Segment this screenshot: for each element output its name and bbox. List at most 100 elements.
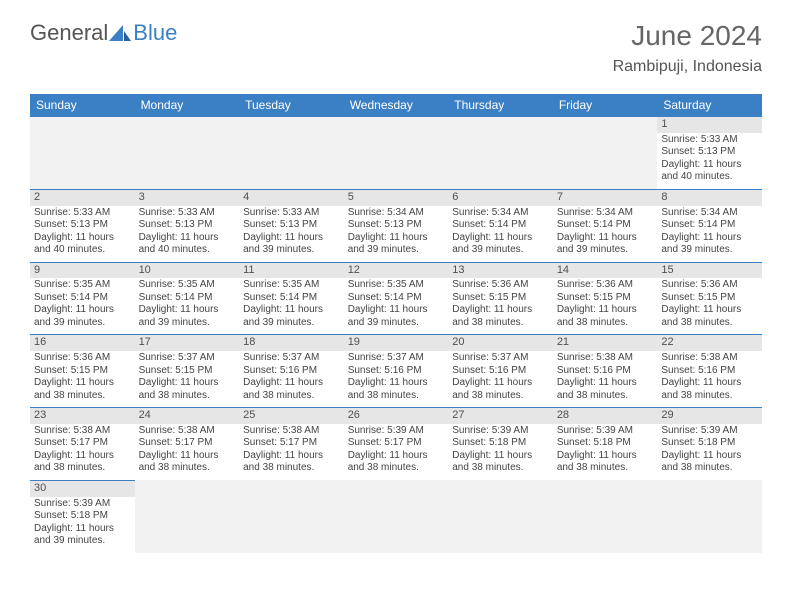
day-detail-cell: Sunrise: 5:38 AMSunset: 5:17 PMDaylight:… — [135, 424, 240, 481]
daylight-text: Daylight: 11 hours and 38 minutes. — [557, 450, 654, 475]
sunset-text: Sunset: 5:13 PM — [661, 146, 758, 159]
daylight-text: Daylight: 11 hours and 40 minutes. — [661, 159, 758, 184]
sunset-text: Sunset: 5:14 PM — [34, 292, 131, 305]
detail-row: Sunrise: 5:33 AMSunset: 5:13 PMDaylight:… — [30, 206, 762, 263]
day-number-cell — [448, 117, 553, 133]
day-detail-cell — [135, 133, 240, 190]
daylight-text: Daylight: 11 hours and 40 minutes. — [139, 232, 236, 257]
day-detail-cell: Sunrise: 5:38 AMSunset: 5:17 PMDaylight:… — [239, 424, 344, 481]
sunrise-text: Sunrise: 5:38 AM — [34, 425, 131, 438]
sunrise-text: Sunrise: 5:36 AM — [661, 279, 758, 292]
day-number-cell: 11 — [239, 262, 344, 278]
sunrise-text: Sunrise: 5:34 AM — [348, 207, 445, 220]
daylight-text: Daylight: 11 hours and 38 minutes. — [139, 377, 236, 402]
day-detail-cell — [657, 497, 762, 553]
title-block: June 2024 Rambipuji, Indonesia — [613, 20, 762, 76]
weekday-header: Saturday — [657, 94, 762, 117]
day-number-cell: 17 — [135, 335, 240, 351]
day-number-cell — [553, 117, 658, 133]
day-detail-cell — [239, 497, 344, 553]
day-detail-cell: Sunrise: 5:34 AMSunset: 5:14 PMDaylight:… — [657, 206, 762, 263]
sunrise-text: Sunrise: 5:38 AM — [661, 352, 758, 365]
daylight-text: Daylight: 11 hours and 38 minutes. — [452, 377, 549, 402]
daylight-text: Daylight: 11 hours and 38 minutes. — [557, 377, 654, 402]
daynum-row: 16171819202122 — [30, 335, 762, 351]
day-detail-cell: Sunrise: 5:35 AMSunset: 5:14 PMDaylight:… — [135, 278, 240, 335]
daylight-text: Daylight: 11 hours and 38 minutes. — [34, 450, 131, 475]
month-title: June 2024 — [613, 20, 762, 52]
header: General Blue June 2024 Rambipuji, Indone… — [0, 0, 792, 86]
sunrise-text: Sunrise: 5:38 AM — [557, 352, 654, 365]
location-label: Rambipuji, Indonesia — [613, 58, 762, 76]
day-detail-cell: Sunrise: 5:36 AMSunset: 5:15 PMDaylight:… — [448, 278, 553, 335]
day-number-cell — [30, 117, 135, 133]
sunset-text: Sunset: 5:17 PM — [34, 437, 131, 450]
day-number-cell: 23 — [30, 408, 135, 424]
weekday-header: Tuesday — [239, 94, 344, 117]
daynum-row: 1 — [30, 117, 762, 133]
day-number-cell: 26 — [344, 408, 449, 424]
day-detail-cell — [135, 497, 240, 553]
sunrise-text: Sunrise: 5:35 AM — [139, 279, 236, 292]
day-number-cell — [239, 480, 344, 496]
day-detail-cell: Sunrise: 5:33 AMSunset: 5:13 PMDaylight:… — [30, 206, 135, 263]
sunset-text: Sunset: 5:16 PM — [452, 365, 549, 378]
sunrise-text: Sunrise: 5:37 AM — [139, 352, 236, 365]
day-detail-cell: Sunrise: 5:35 AMSunset: 5:14 PMDaylight:… — [239, 278, 344, 335]
day-detail-cell: Sunrise: 5:39 AMSunset: 5:18 PMDaylight:… — [448, 424, 553, 481]
day-detail-cell: Sunrise: 5:39 AMSunset: 5:18 PMDaylight:… — [553, 424, 658, 481]
sunrise-text: Sunrise: 5:39 AM — [557, 425, 654, 438]
daylight-text: Daylight: 11 hours and 38 minutes. — [243, 450, 340, 475]
day-number-cell: 10 — [135, 262, 240, 278]
daylight-text: Daylight: 11 hours and 38 minutes. — [661, 450, 758, 475]
sunrise-text: Sunrise: 5:33 AM — [34, 207, 131, 220]
sunset-text: Sunset: 5:16 PM — [557, 365, 654, 378]
day-detail-cell: Sunrise: 5:34 AMSunset: 5:13 PMDaylight:… — [344, 206, 449, 263]
day-detail-cell — [30, 133, 135, 190]
weekday-header: Friday — [553, 94, 658, 117]
detail-row: Sunrise: 5:36 AMSunset: 5:15 PMDaylight:… — [30, 351, 762, 408]
day-detail-cell: Sunrise: 5:36 AMSunset: 5:15 PMDaylight:… — [657, 278, 762, 335]
day-detail-cell: Sunrise: 5:35 AMSunset: 5:14 PMDaylight:… — [344, 278, 449, 335]
day-number-cell — [135, 480, 240, 496]
day-detail-cell: Sunrise: 5:39 AMSunset: 5:18 PMDaylight:… — [657, 424, 762, 481]
day-number-cell: 30 — [30, 480, 135, 496]
sunset-text: Sunset: 5:14 PM — [348, 292, 445, 305]
daylight-text: Daylight: 11 hours and 38 minutes. — [348, 377, 445, 402]
sunrise-text: Sunrise: 5:39 AM — [452, 425, 549, 438]
day-number-cell: 2 — [30, 189, 135, 205]
sunrise-text: Sunrise: 5:36 AM — [452, 279, 549, 292]
sunrise-text: Sunrise: 5:34 AM — [557, 207, 654, 220]
daynum-row: 30 — [30, 480, 762, 496]
day-detail-cell: Sunrise: 5:33 AMSunset: 5:13 PMDaylight:… — [135, 206, 240, 263]
sunset-text: Sunset: 5:17 PM — [139, 437, 236, 450]
day-number-cell — [344, 117, 449, 133]
daynum-row: 9101112131415 — [30, 262, 762, 278]
day-detail-cell — [553, 133, 658, 190]
day-number-cell: 15 — [657, 262, 762, 278]
sunset-text: Sunset: 5:13 PM — [243, 219, 340, 232]
sunset-text: Sunset: 5:14 PM — [139, 292, 236, 305]
day-detail-cell — [344, 497, 449, 553]
sunset-text: Sunset: 5:16 PM — [661, 365, 758, 378]
sunrise-text: Sunrise: 5:37 AM — [348, 352, 445, 365]
day-number-cell — [657, 480, 762, 496]
sail-icon — [109, 23, 131, 43]
day-number-cell: 14 — [553, 262, 658, 278]
day-detail-cell: Sunrise: 5:33 AMSunset: 5:13 PMDaylight:… — [657, 133, 762, 190]
daylight-text: Daylight: 11 hours and 39 minutes. — [34, 304, 131, 329]
weekday-header: Thursday — [448, 94, 553, 117]
day-detail-cell: Sunrise: 5:33 AMSunset: 5:13 PMDaylight:… — [239, 206, 344, 263]
day-detail-cell: Sunrise: 5:39 AMSunset: 5:18 PMDaylight:… — [30, 497, 135, 553]
daylight-text: Daylight: 11 hours and 39 minutes. — [243, 232, 340, 257]
day-detail-cell: Sunrise: 5:37 AMSunset: 5:16 PMDaylight:… — [239, 351, 344, 408]
day-detail-cell: Sunrise: 5:36 AMSunset: 5:15 PMDaylight:… — [30, 351, 135, 408]
sunrise-text: Sunrise: 5:39 AM — [34, 498, 131, 511]
sunrise-text: Sunrise: 5:38 AM — [243, 425, 340, 438]
day-number-cell — [448, 480, 553, 496]
day-detail-cell — [553, 497, 658, 553]
sunrise-text: Sunrise: 5:38 AM — [139, 425, 236, 438]
sunset-text: Sunset: 5:18 PM — [452, 437, 549, 450]
daylight-text: Daylight: 11 hours and 38 minutes. — [661, 377, 758, 402]
day-detail-cell — [239, 133, 344, 190]
